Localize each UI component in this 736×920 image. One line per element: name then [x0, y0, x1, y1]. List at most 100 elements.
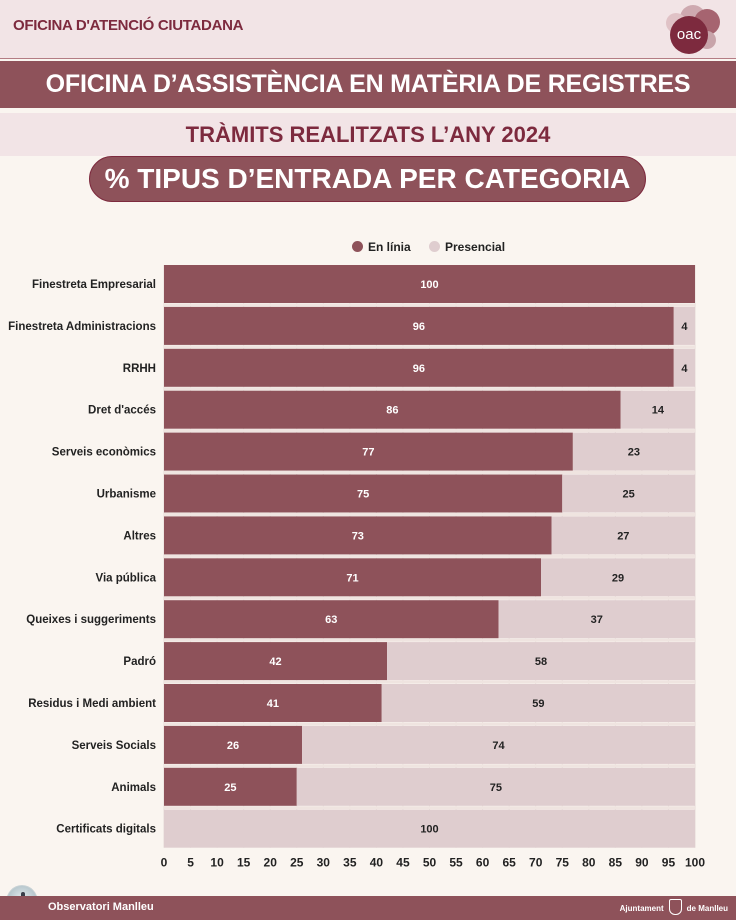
x-tick-label: 20	[264, 856, 278, 870]
value-label-in-person: 4	[681, 321, 688, 333]
bar-online	[164, 600, 499, 639]
manlleu-label: de Manlleu	[686, 904, 728, 914]
category-label: Altres	[123, 530, 156, 542]
x-tick-label: 50	[423, 856, 437, 870]
value-label-online: 42	[269, 656, 281, 668]
x-tick-label: 10	[210, 856, 224, 870]
x-tick-label: 60	[476, 856, 490, 870]
x-tick-label: 75	[556, 856, 570, 870]
x-tick-label: 90	[635, 856, 649, 870]
coat-of-arms-icon	[668, 899, 682, 915]
value-label-in-person: 27	[617, 530, 629, 542]
bar-in-person	[541, 558, 695, 597]
bar-online	[164, 558, 542, 597]
legend-online-label: En línia	[368, 240, 411, 254]
bar-online	[164, 684, 382, 722]
footer: Observatori Manlleu Ajuntament de Manlleu	[0, 896, 736, 920]
subtitle: TRÀMITS REALITZATS L’ANY 2024	[0, 113, 736, 156]
value-label-in-person: 59	[532, 698, 544, 710]
legend-in-person-label: Presencial	[445, 240, 506, 254]
value-label-in-person: 23	[628, 447, 640, 459]
top-header: OFICINA D'ATENCIÓ CIUTADANA oac	[0, 0, 736, 59]
value-label-in-person: 75	[490, 782, 502, 794]
bar-in-person	[381, 684, 695, 722]
x-tick-label: 100	[685, 856, 705, 870]
main-title: OFICINA D’ASSISTÈNCIA EN MATÈRIA DE REGI…	[0, 61, 736, 108]
category-label: RRHH	[123, 363, 156, 375]
bar-online	[164, 348, 674, 387]
value-label-in-person: 29	[612, 572, 624, 584]
bar-in-person	[620, 390, 695, 429]
x-tick-label: 95	[662, 856, 676, 870]
value-label-in-person: 4	[681, 363, 688, 375]
value-label-online: 73	[352, 530, 364, 542]
value-label-in-person: 100	[420, 824, 438, 836]
oac-logo: oac	[664, 3, 724, 55]
category-label: Serveis Socials	[72, 740, 156, 752]
legend-in-person-swatch	[429, 241, 440, 252]
category-label: Animals	[111, 782, 156, 794]
value-label-in-person: 25	[623, 489, 635, 501]
value-label-in-person: 58	[535, 656, 547, 668]
bar-online	[164, 306, 674, 345]
x-tick-label: 0	[161, 856, 168, 870]
bar-in-person	[673, 306, 695, 345]
value-label-in-person: 14	[652, 405, 665, 417]
value-label-online: 63	[325, 614, 337, 626]
bar-online	[164, 725, 303, 764]
bar-in-person	[164, 809, 695, 848]
legend-online-swatch	[352, 241, 363, 252]
value-label-online: 86	[386, 405, 398, 417]
value-label-online: 41	[267, 698, 279, 710]
bar-in-person	[673, 348, 695, 387]
bar-in-person	[302, 725, 695, 764]
x-tick-label: 80	[582, 856, 596, 870]
chart-heading: % TIPUS D’ENTRADA PER CATEGORIA	[89, 156, 646, 202]
category-label: Queixes i suggeriments	[26, 614, 156, 626]
value-label-online: 100	[420, 279, 438, 291]
category-label: Certificats digitals	[56, 824, 156, 836]
category-label: Padró	[123, 656, 156, 668]
category-label: Residus i Medi ambient	[28, 698, 156, 710]
bar-in-person	[572, 432, 695, 471]
chart-legend: En línia Presencial	[0, 239, 736, 255]
bar-in-person	[498, 600, 695, 639]
category-label: Via pública	[95, 572, 156, 584]
bar-online	[164, 390, 621, 429]
bar-in-person	[562, 474, 695, 513]
x-tick-label: 15	[237, 856, 251, 870]
category-label: Finestreta Empresarial	[32, 279, 156, 291]
bar-in-person	[296, 767, 695, 806]
value-label-in-person: 74	[492, 740, 505, 752]
value-label-online: 96	[413, 321, 425, 333]
x-tick-label: 35	[343, 856, 357, 870]
bar-online	[164, 432, 573, 471]
value-label-online: 25	[224, 782, 236, 794]
x-tick-label: 70	[529, 856, 543, 870]
bar-online	[164, 474, 563, 513]
value-label-online: 71	[346, 572, 358, 584]
footer-ajuntament: Ajuntament de Manlleu	[619, 899, 728, 917]
x-tick-label: 85	[609, 856, 623, 870]
x-tick-label: 55	[449, 856, 463, 870]
bar-online	[164, 516, 552, 555]
office-title: OFICINA D'ATENCIÓ CIUTADANA	[13, 17, 244, 34]
value-label-online: 96	[413, 363, 425, 375]
value-label-online: 75	[357, 489, 369, 501]
bar-in-person	[387, 642, 695, 681]
category-label: Urbanisme	[97, 489, 156, 501]
category-label: Serveis econòmics	[52, 447, 156, 459]
bar-online	[164, 767, 297, 806]
x-tick-label: 5	[187, 856, 194, 870]
category-label: Finestreta Administracions	[8, 321, 156, 333]
bar-online	[164, 265, 695, 303]
value-label-online: 77	[362, 447, 374, 459]
x-tick-label: 65	[502, 856, 516, 870]
footer-observatori: Observatori Manlleu	[48, 901, 154, 913]
ajuntament-label: Ajuntament	[619, 904, 664, 914]
bar-in-person	[551, 516, 695, 555]
x-tick-label: 45	[396, 856, 410, 870]
value-label-in-person: 37	[591, 614, 603, 626]
bar-online	[164, 642, 388, 681]
